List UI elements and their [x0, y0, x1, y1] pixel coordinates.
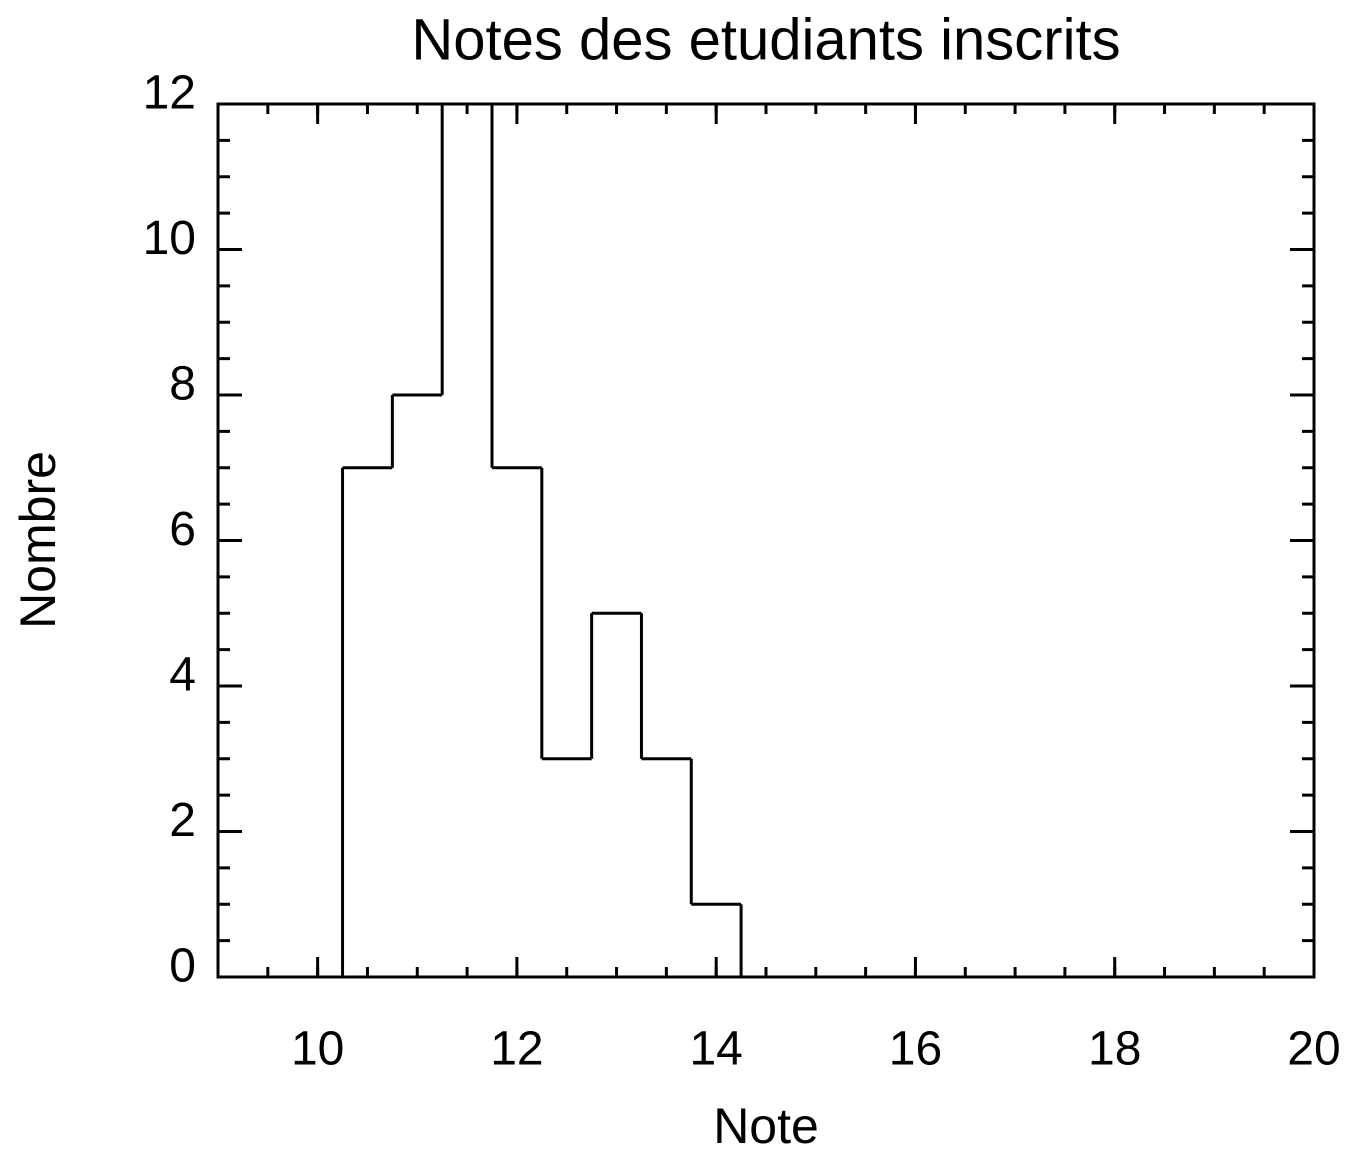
- x-tick-label: 18: [1088, 1023, 1141, 1076]
- x-tick-label: 10: [291, 1023, 344, 1076]
- y-tick-label: 8: [169, 358, 196, 411]
- y-axis-label: Nombre: [10, 451, 66, 629]
- y-tick-label: 12: [143, 67, 196, 120]
- y-tick-label: 10: [143, 212, 196, 265]
- y-tick-label: 4: [169, 649, 196, 702]
- y-tick-label: 2: [169, 794, 196, 847]
- y-tick-label: 0: [169, 940, 196, 993]
- x-tick-label: 12: [490, 1023, 543, 1076]
- x-tick-label: 14: [689, 1023, 742, 1076]
- y-tick-label: 6: [169, 503, 196, 556]
- chart-title: Notes des etudiants inscrits: [411, 7, 1120, 72]
- x-tick-label: 16: [889, 1023, 942, 1076]
- x-tick-label: 20: [1287, 1023, 1340, 1076]
- x-axis-label: Note: [713, 1098, 819, 1154]
